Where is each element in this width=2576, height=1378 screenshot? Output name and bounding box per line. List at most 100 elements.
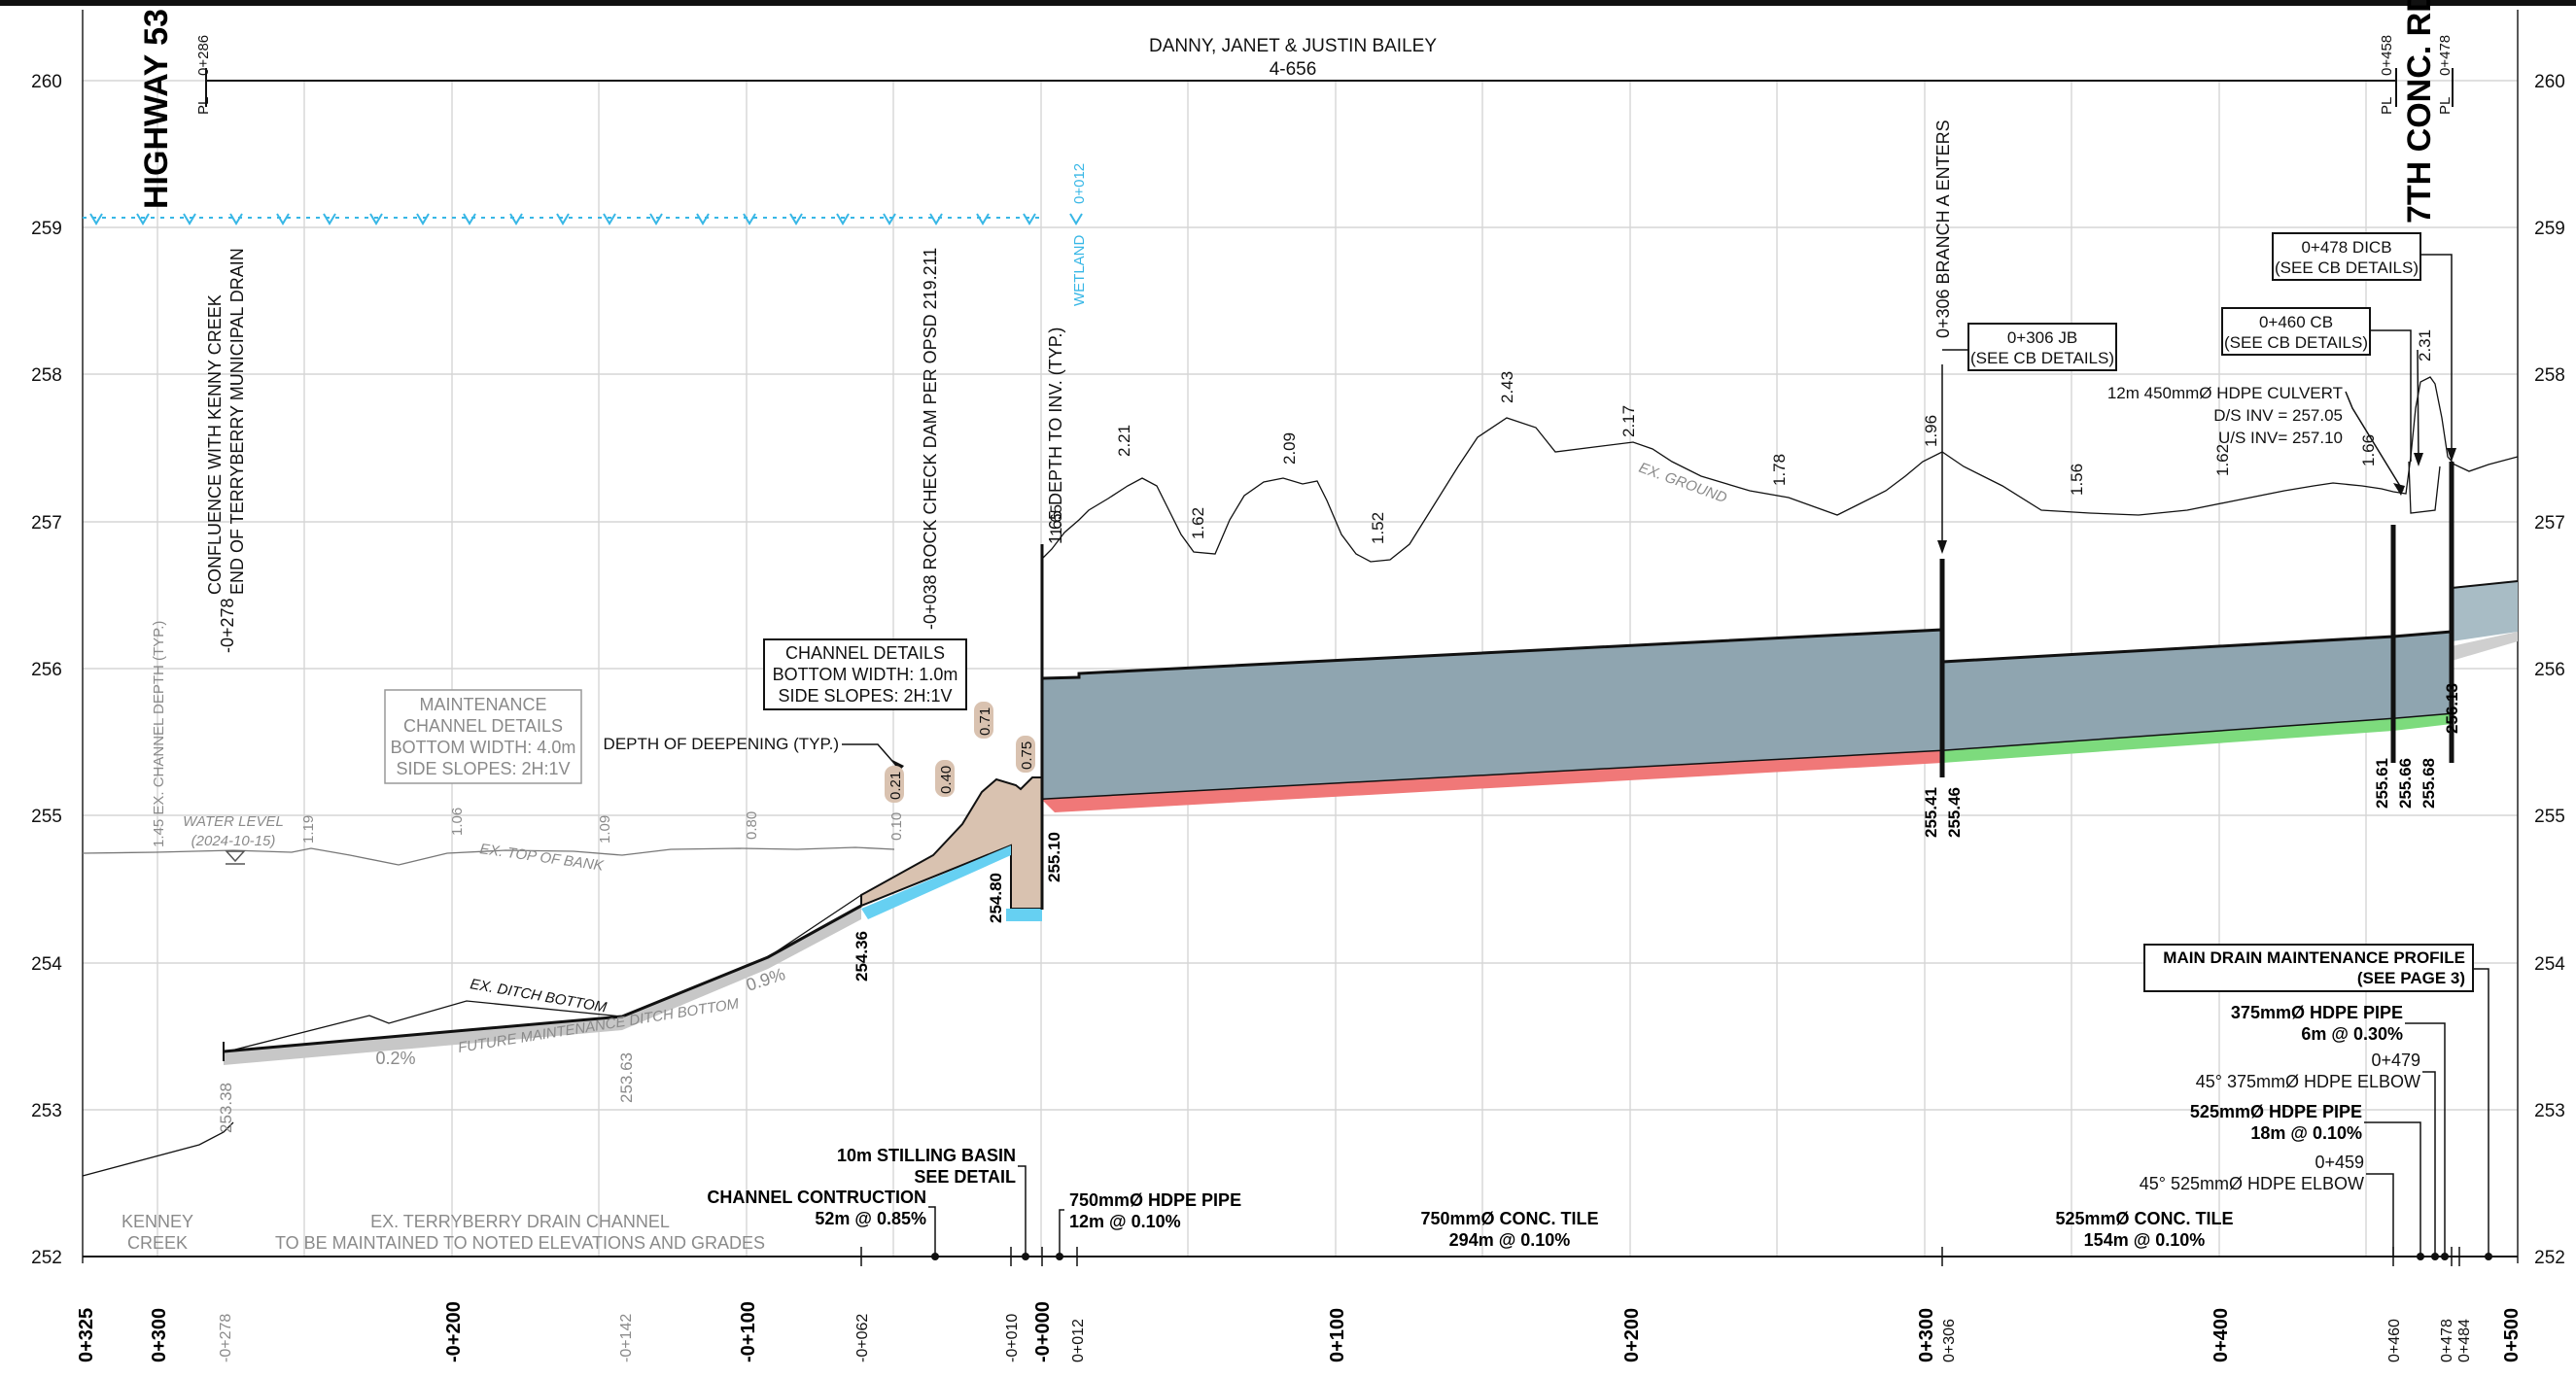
elbow525-note: 45° 525mmØ HDPE ELBOW xyxy=(2140,1174,2364,1193)
deepening-depth: 0.75 xyxy=(1019,741,1035,770)
cover-depth: 2.21 xyxy=(1115,425,1133,457)
elevation-labels-left: 260 259 258 257 256 255 254 253 252 xyxy=(31,72,62,1268)
station-label: 0+400 xyxy=(2210,1308,2232,1362)
elbow375-note: 45° 375mmØ HDPE ELBOW xyxy=(2196,1072,2420,1091)
cover-depth: 2.09 xyxy=(1280,432,1299,465)
elev-label: 252 xyxy=(31,1248,62,1268)
channel-details-callout: CHANNEL DETAILS BOTTOM WIDTH: 1.0m SIDE … xyxy=(764,639,966,709)
cover-depth: 1.62 xyxy=(1189,507,1207,539)
culvert-line: 12m 450mmØ HDPE CULVERT xyxy=(2107,384,2343,402)
wetland-label: WETLAND xyxy=(1071,234,1088,306)
deepening-depth: 0.40 xyxy=(938,766,955,794)
station-label: -0+142 xyxy=(618,1314,635,1362)
main-drain-title: MAIN DRAIN MAINTENANCE PROFILE xyxy=(2163,948,2465,967)
hdpe375-note: 6m @ 0.30% xyxy=(2301,1024,2403,1044)
depth-label: 1.09 xyxy=(597,815,613,844)
cover-depth: 1.78 xyxy=(1770,454,1789,486)
cover-depth: 1.62 xyxy=(2213,444,2232,476)
culvert-outline xyxy=(2409,462,2440,513)
depth-of-deepening-label: DEPTH OF DEEPENING (TYP.) xyxy=(604,735,839,753)
stilling-basin-note: SEE DETAIL xyxy=(914,1167,1016,1187)
channel-details-title: CHANNEL DETAILS xyxy=(785,643,945,663)
elev-label: 256 xyxy=(2534,660,2565,680)
terryberry-note: EX. TERRYBERRY DRAIN CHANNEL xyxy=(370,1212,670,1231)
bottom-notes-gray: KENNEY CREEK EX. TERRYBERRY DRAIN CHANNE… xyxy=(122,1212,765,1253)
stilling-basin-note: 10m STILLING BASIN xyxy=(837,1146,1016,1165)
station-label: -0+010 xyxy=(1004,1314,1021,1362)
channel-details-line: BOTTOM WIDTH: 1.0m xyxy=(773,665,958,684)
invert-label: 255.61 xyxy=(2373,758,2391,809)
maintenance-details-line: BOTTOM WIDTH: 4.0m xyxy=(391,738,576,757)
invert-label: 255.46 xyxy=(1945,787,1964,838)
pipe-trench-fill xyxy=(1042,630,2452,800)
cb460-callout: 0+460 CB (SEE CB DETAILS) xyxy=(2222,308,2370,355)
culvert-line: D/S INV = 257.05 xyxy=(2213,406,2343,425)
invert-label: 255.68 xyxy=(2419,758,2438,809)
ex-top-of-bank-label: EX. TOP OF BANK xyxy=(478,841,605,875)
pl-station: 0+286 xyxy=(195,35,212,76)
station-label: 0+300 xyxy=(149,1308,170,1362)
cover-depth: 1.96 xyxy=(1922,415,1940,447)
check-dam-label: -0+038 ROCK CHECK DAM PER OPSD 219.211 xyxy=(921,248,940,630)
elev-label: 259 xyxy=(2534,219,2565,239)
gray-invert-labels: 253.38 253.63 xyxy=(217,1052,636,1133)
jb-callout: 0+306 JB (SEE CB DETAILS) xyxy=(1968,324,2116,370)
road-highway-53: HIGHWAY 53 xyxy=(138,9,175,209)
maintenance-details-callout: MAINTENANCE CHANNEL DETAILS BOTTOM WIDTH… xyxy=(385,690,581,783)
station-label: 0+306 xyxy=(1941,1319,1958,1362)
depth-label: 1.19 xyxy=(300,815,317,844)
owner-lot: 4-656 xyxy=(1270,59,1317,80)
station-label: -0+062 xyxy=(854,1314,871,1362)
ex-channel-depth-label: 1.45 EX. CHANNEL DEPTH (TYP.) xyxy=(151,621,167,847)
dicb478-callout: 0+478 DICB (SEE CB DETAILS) xyxy=(2273,233,2420,280)
station-major-labels: 0+325 0+300 -0+200 -0+100 -0+000 0+100 0… xyxy=(76,1301,2523,1362)
channel-construction-note: 52m @ 0.85% xyxy=(815,1209,926,1228)
cover-depth: 2.31 xyxy=(2416,329,2434,362)
elev-label: 260 xyxy=(2534,72,2565,92)
elev-label: 255 xyxy=(2534,807,2565,827)
hdpe525-note: 525mmØ HDPE PIPE xyxy=(2190,1102,2362,1121)
elev-label: 255 xyxy=(31,807,62,827)
conc750-note: 750mmØ CONC. TILE xyxy=(1420,1209,1598,1228)
elev-label: 253 xyxy=(2534,1101,2565,1121)
station-label: -0+200 xyxy=(443,1301,465,1362)
elev-label: 254 xyxy=(31,954,62,975)
main-drain-ref: (SEE PAGE 3) xyxy=(2357,969,2465,987)
elev-label: 260 xyxy=(31,72,62,92)
station-label: 0+325 xyxy=(76,1308,97,1362)
conc750-note: 294m @ 0.10% xyxy=(1449,1230,1571,1250)
cover-depth: 1.52 xyxy=(1369,512,1387,544)
dicb478-callout-line: 0+478 DICB xyxy=(2301,238,2391,257)
station-label: -0+000 xyxy=(1032,1301,1054,1362)
confluence-line: CONFLUENCE WITH KENNY CREEK xyxy=(205,294,225,595)
road-7th-conc: 7TH CONC. RD xyxy=(2401,0,2438,224)
gray-depth-labels: 1.19 1.06 1.09 0.80 0.10 xyxy=(300,808,905,844)
water-level-marker xyxy=(226,851,245,864)
cover-depth: 1.65 xyxy=(1047,504,1065,536)
conc525-note: 525mmØ CONC. TILE xyxy=(2055,1209,2233,1228)
deepening-depth: 0.21 xyxy=(888,772,904,800)
depth-label: 1.06 xyxy=(449,808,466,836)
pl-label: PL xyxy=(195,97,212,115)
culvert-line: U/S INV= 257.10 xyxy=(2218,429,2343,447)
maintenance-details-title: MAINTENANCE xyxy=(419,695,546,714)
elev-label: 254 xyxy=(2534,954,2565,975)
elbow525-note: 0+459 xyxy=(2315,1153,2364,1172)
hdpe525-note: 18m @ 0.10% xyxy=(2250,1123,2362,1143)
elevation-labels-right: 260 259 258 257 256 255 254 253 252 xyxy=(2534,72,2565,1268)
owner-name: DANNY, JANET & JUSTIN BAILEY xyxy=(1149,36,1437,56)
station-label: 0+460 xyxy=(2386,1319,2403,1362)
channel-details-line: SIDE SLOPES: 2H:1V xyxy=(778,686,952,706)
station-label: 0+478 xyxy=(2439,1319,2455,1362)
invert-label: 255.66 xyxy=(2396,758,2415,809)
depth-label: 0.10 xyxy=(888,812,905,841)
top-border xyxy=(0,0,2576,6)
cb460-callout-line: (SEE CB DETAILS) xyxy=(2224,333,2368,352)
water-level-label: WATER LEVEL xyxy=(183,813,284,830)
invert-label: 255.41 xyxy=(1922,787,1940,838)
jb-callout-line: 0+306 JB xyxy=(2007,328,2077,347)
pl-label: PL xyxy=(2379,97,2395,115)
station-minor-labels-gray: -0+278 -0+142 xyxy=(218,1314,635,1362)
invert-label: 254.36 xyxy=(853,931,871,982)
